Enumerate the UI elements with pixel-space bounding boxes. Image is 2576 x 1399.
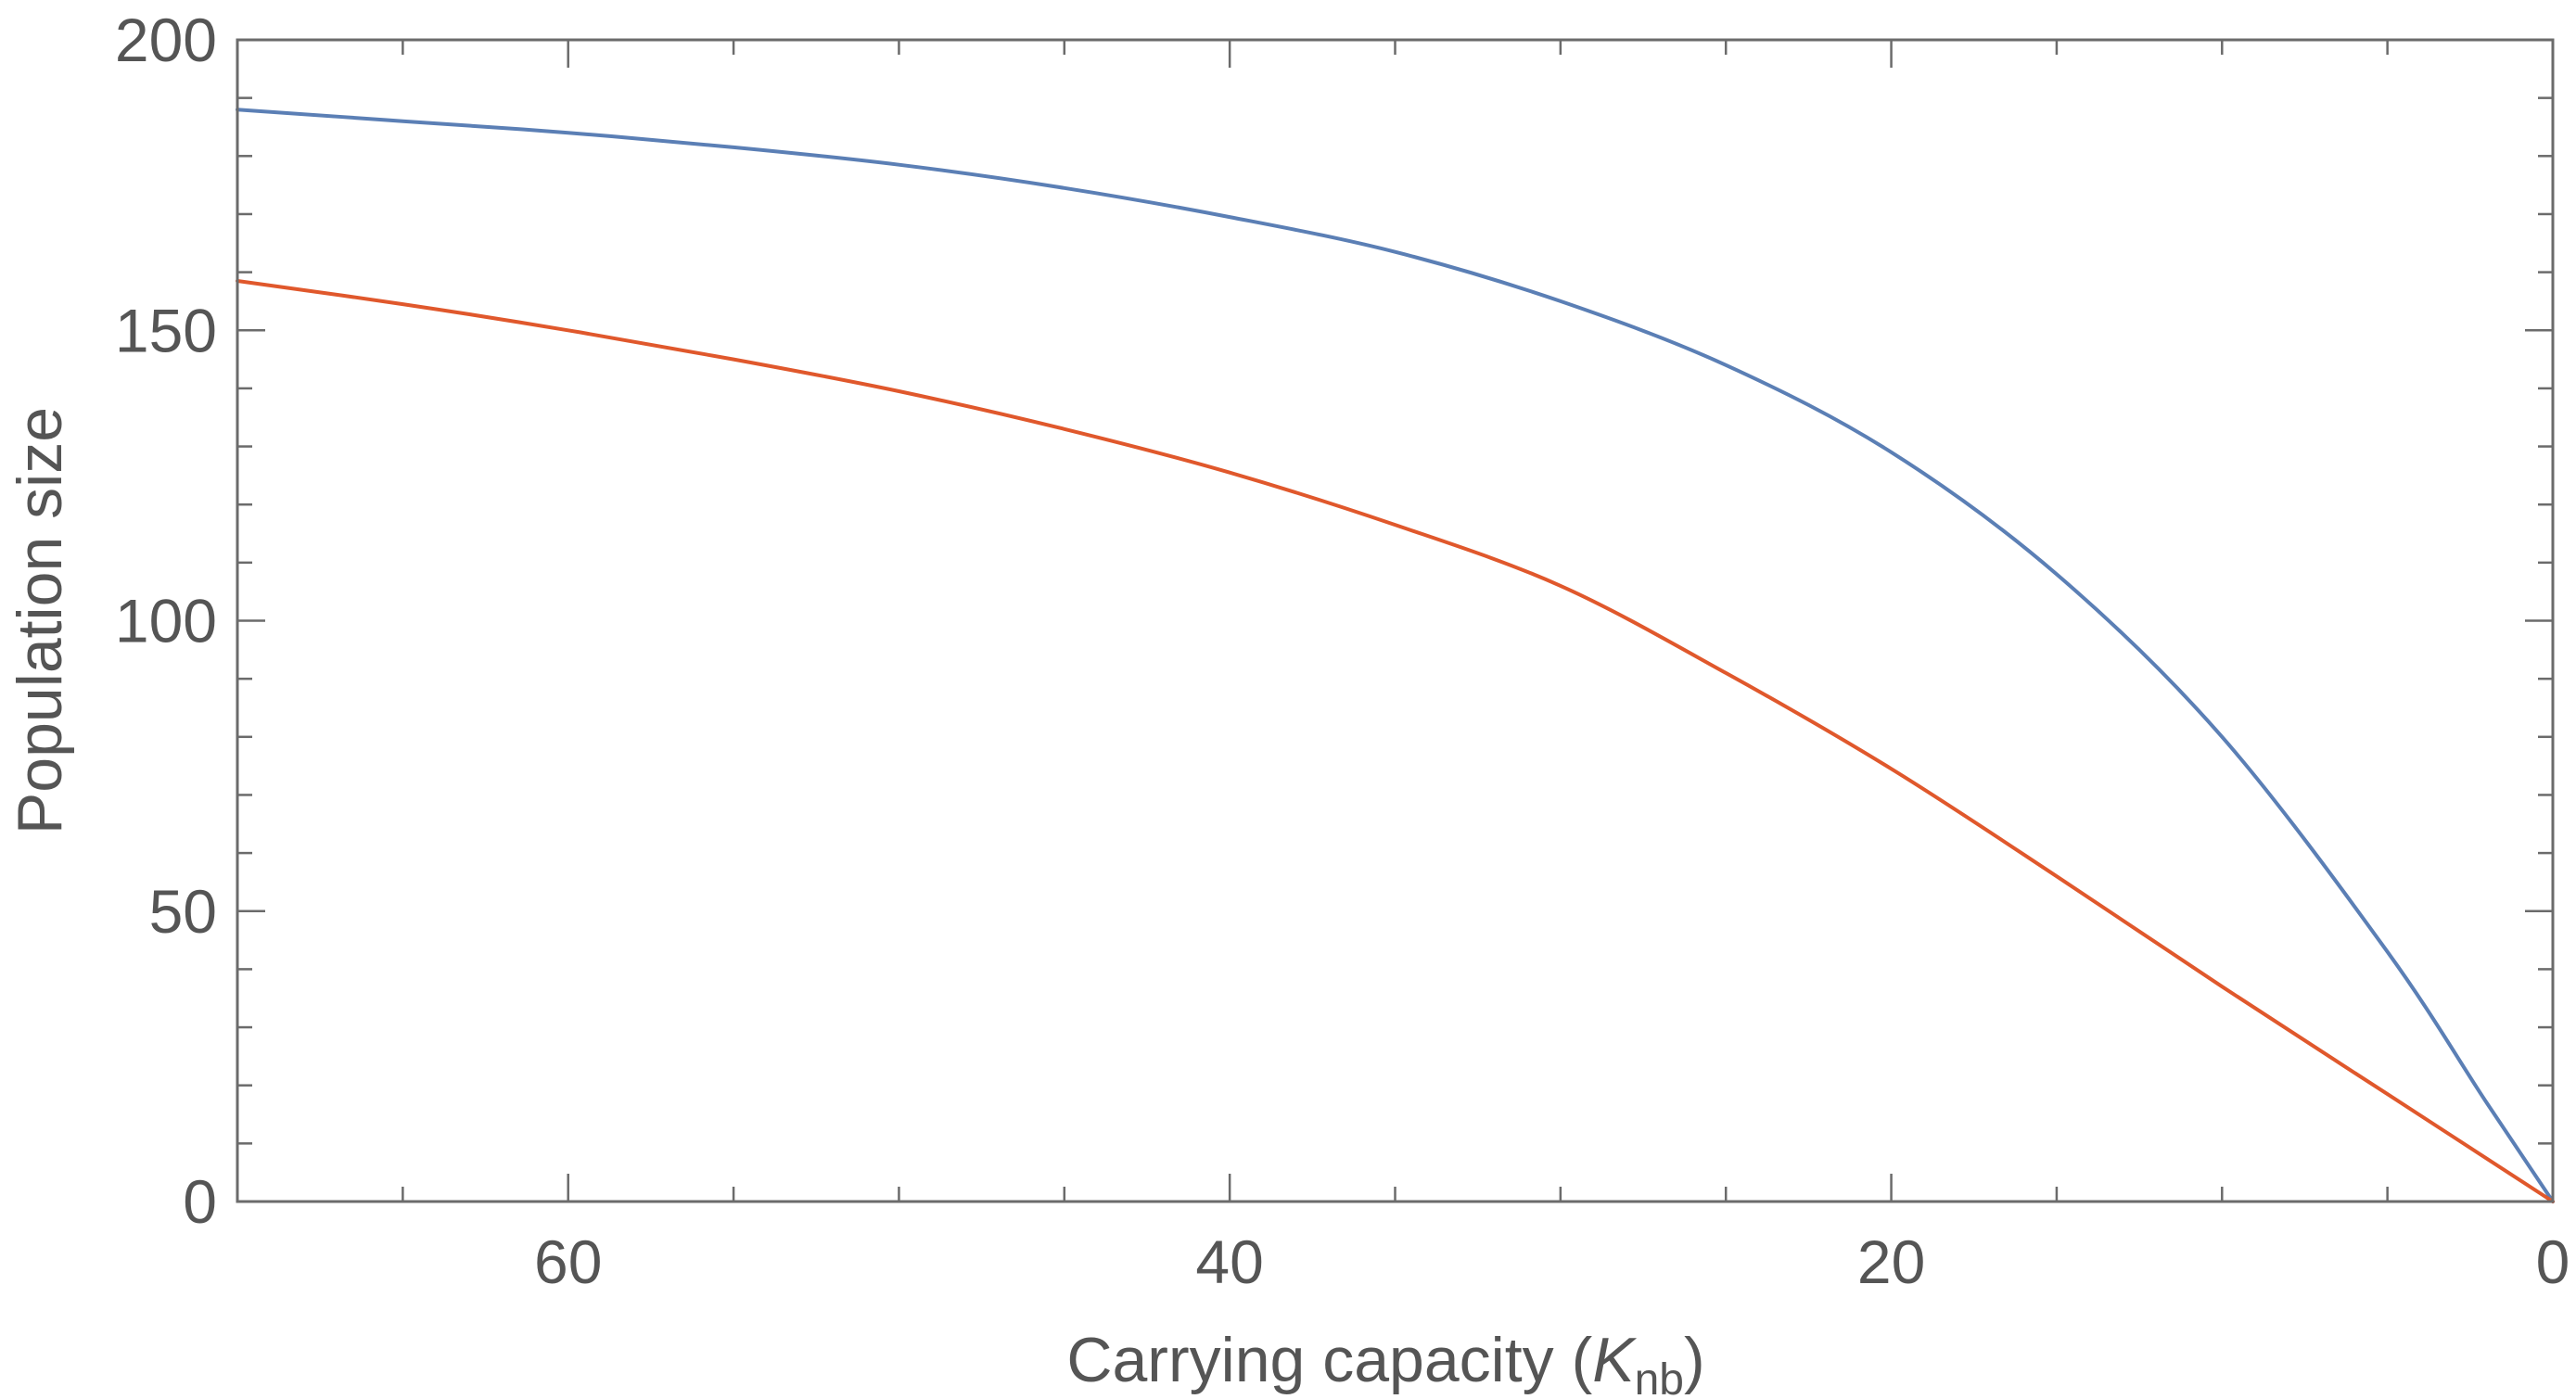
x-tick-label: 20 bbox=[1857, 1227, 1925, 1296]
x-axis-title-main: Carrying capacity ( bbox=[1066, 1325, 1592, 1395]
x-axis-title-subscript: nb bbox=[1635, 1355, 1684, 1399]
y-axis-title: Population size bbox=[5, 407, 75, 834]
x-axis-title: Carrying capacity (Knb) bbox=[1066, 1325, 1704, 1399]
series-line-1 bbox=[236, 108, 2555, 1203]
y-tick-label: 100 bbox=[115, 587, 217, 655]
x-tick-label: 60 bbox=[534, 1227, 602, 1296]
x-tick-label: 0 bbox=[2536, 1227, 2570, 1296]
series-line-2 bbox=[236, 279, 2555, 1203]
series-layer bbox=[236, 108, 2555, 1203]
x-axis-title-variable: K bbox=[1592, 1325, 1637, 1395]
plot-frame bbox=[236, 38, 2555, 1203]
y-tick-label: 50 bbox=[149, 877, 217, 946]
ticks-layer bbox=[237, 38, 2555, 1203]
y-tick-label: 200 bbox=[115, 6, 217, 74]
y-tick-label: 150 bbox=[115, 296, 217, 364]
x-axis-title-close: ) bbox=[1684, 1325, 1705, 1395]
x-tick-label: 40 bbox=[1195, 1227, 1263, 1296]
y-tick-label: 0 bbox=[183, 1167, 217, 1236]
